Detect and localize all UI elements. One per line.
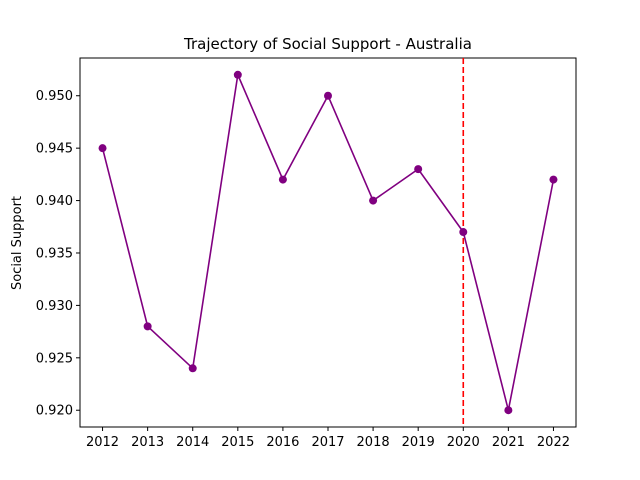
x-tick-label: 2019 — [402, 435, 435, 450]
data-point — [188, 364, 197, 373]
data-point — [143, 322, 152, 331]
data-point — [324, 91, 332, 100]
y-axis-label: Social Support — [10, 196, 25, 290]
x-tick-label: 2018 — [357, 435, 390, 450]
y-axis: 0.920 0.925 0.930 0.935 0.940 0.945 0.950 — [36, 89, 80, 419]
x-tick-label: 2022 — [537, 435, 570, 450]
chart-title: Trajectory of Social Support - Australia — [183, 35, 472, 53]
y-tick-label: 0.950 — [36, 89, 73, 104]
x-tick-label: 2012 — [86, 435, 119, 450]
x-tick-label: 2016 — [266, 435, 299, 450]
data-point — [504, 406, 513, 415]
data-point — [278, 175, 287, 184]
x-tick-label: 2021 — [492, 435, 525, 450]
data-point — [369, 196, 378, 205]
y-tick-label: 0.945 — [36, 142, 73, 157]
x-tick-label: 2014 — [176, 435, 209, 450]
y-tick-label: 0.925 — [36, 351, 73, 366]
data-point — [233, 70, 242, 79]
data-point — [414, 165, 423, 174]
plot-frame — [79, 57, 577, 428]
y-tick-label: 0.920 — [36, 404, 73, 419]
series-group — [98, 70, 558, 415]
x-tick-label: 2015 — [221, 435, 254, 450]
y-tick-label: 0.940 — [36, 194, 73, 209]
data-point — [549, 175, 558, 184]
x-axis: 2012 2013 2014 2015 2016 2017 2018 2019 2020 2021… — [86, 427, 570, 450]
y-tick-label: 0.935 — [36, 246, 73, 261]
y-tick-label: 0.930 — [36, 299, 73, 314]
data-point — [98, 144, 107, 153]
x-tick-label: 2013 — [131, 435, 164, 450]
x-tick-label: 2017 — [311, 435, 344, 450]
data-point — [459, 228, 468, 237]
x-tick-label: 2020 — [447, 435, 480, 450]
series-line — [101, 71, 555, 411]
